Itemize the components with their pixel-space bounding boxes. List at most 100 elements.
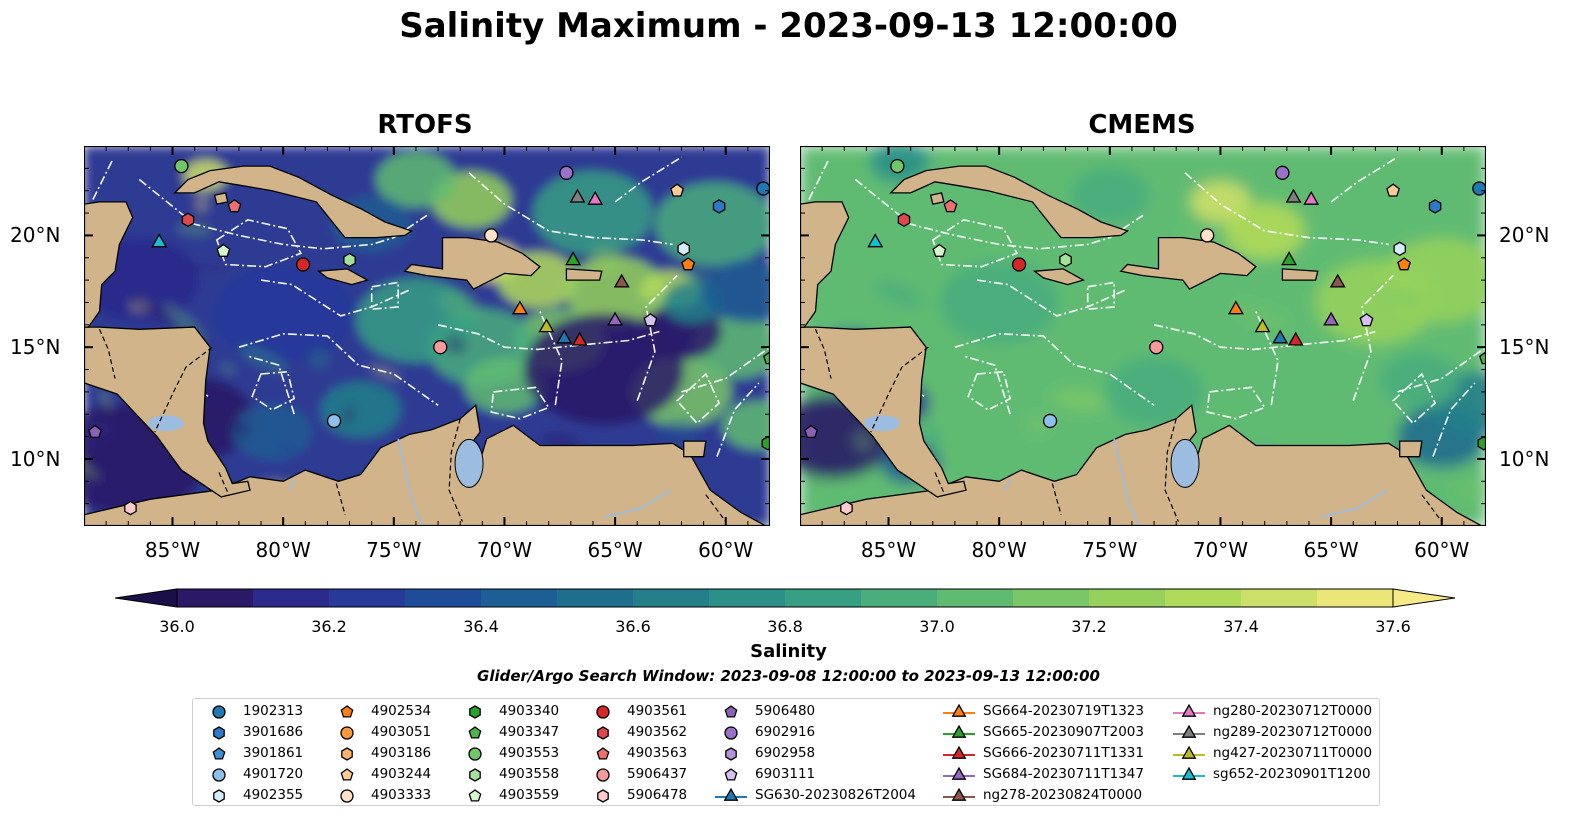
marker-4903333 [1200, 228, 1215, 243]
lat-tick-label-right: 20°N [1499, 223, 1550, 248]
rtofs-map [84, 146, 770, 526]
triangle-marker-icon [1173, 703, 1205, 717]
marker-4901720 [326, 413, 342, 429]
colorbar-segment [481, 589, 558, 607]
legend-label: SG630-20230826T2004 [755, 787, 916, 803]
land-trinidad [1399, 440, 1423, 458]
marker-4902355 [677, 241, 690, 257]
marker-4902355 [1393, 241, 1406, 257]
colorbar-segment [785, 589, 862, 607]
pentagon-marker-icon [468, 789, 482, 802]
circle-marker-icon [212, 705, 226, 719]
triangle-marker-icon [715, 787, 747, 801]
marker-5906437 [1149, 340, 1164, 355]
pentagon-marker-icon [596, 747, 610, 760]
lake-nicaragua [863, 415, 900, 432]
legend-label: 6903111 [755, 766, 816, 782]
colorbar-segment [1165, 589, 1242, 607]
lon-tick-label: 75°W [366, 538, 422, 562]
lat-tick-label-right: 10°N [1499, 446, 1550, 471]
land-jamaica [316, 268, 369, 286]
legend-label: 4903561 [627, 703, 688, 719]
marker-5906478 [124, 500, 137, 516]
marker-SG666-20230711T1331 [1287, 331, 1304, 346]
panel-title-rtofs: RTOFS [377, 110, 473, 140]
lon-tick-label: 70°W [1192, 538, 1249, 562]
marker-6902916 [559, 165, 574, 180]
lon-tick-label: 60°W [1414, 538, 1470, 562]
legend-label: 4902355 [243, 787, 304, 803]
marker-3901686 [1428, 199, 1442, 214]
colorbar-segment [557, 589, 634, 607]
hexagon-marker-icon [341, 747, 353, 761]
marker-5906480 [804, 424, 818, 439]
lake-maracaibo [454, 438, 484, 488]
colorbar-tick-label: 37.2 [1071, 617, 1107, 636]
colorbar-segment [405, 589, 482, 607]
triangle-marker-icon [943, 787, 975, 801]
pentagon-marker-icon [724, 705, 738, 718]
legend-label: 4903051 [371, 724, 432, 740]
land-central-america [84, 326, 251, 498]
hexagon-marker-icon [469, 705, 481, 719]
legend-label: 3901686 [243, 724, 304, 740]
marker-4903553 [174, 158, 189, 174]
marker-6903111 [1359, 313, 1374, 327]
circle-marker-icon [212, 768, 226, 782]
legend-label: ng289-20230712T0000 [1213, 724, 1373, 740]
legend-label: SG666-20230711T1331 [983, 745, 1144, 761]
legend-label: ng280-20230712T0000 [1213, 703, 1373, 719]
hexagon-marker-icon [213, 726, 225, 740]
legend-label: 4903559 [499, 787, 560, 803]
marker-ng289-20230712T0000 [569, 188, 586, 203]
legend-label: 4901720 [243, 766, 304, 782]
marker-ng278-20230824T0000 [1329, 273, 1346, 288]
figure-title: Salinity Maximum - 2023-09-13 12:00:00 [399, 6, 1178, 46]
marker-4903244 [1386, 183, 1400, 197]
colorbar-tick-label: 37.0 [919, 617, 955, 636]
triangle-marker-icon [943, 766, 975, 780]
legend-label: 6902916 [755, 724, 816, 740]
triangle-marker-icon [1173, 766, 1205, 780]
pentagon-marker-icon [724, 768, 738, 781]
marker-1902313 [1472, 181, 1486, 196]
lon-tick-label: 85°W [860, 538, 917, 562]
marker-4903561 [295, 257, 311, 272]
circle-marker-icon [724, 726, 738, 740]
pentagon-marker-icon [468, 726, 482, 739]
marker-4903559 [216, 243, 231, 257]
legend-label: 4903333 [371, 787, 432, 803]
colorbar-tick-label: 36.4 [463, 617, 499, 636]
legend-label: 4902534 [371, 703, 432, 719]
marker-3901686 [712, 199, 726, 214]
legend-label: 5906478 [627, 787, 688, 803]
marker-4903558 [1059, 252, 1072, 268]
lat-tick-label-left: 10°N [10, 446, 61, 471]
legend-label: 5906437 [627, 766, 688, 782]
marker-4903559 [932, 243, 947, 257]
legend-label: sg652-20230901T1200 [1213, 766, 1371, 782]
legend-label: 4903340 [499, 703, 560, 719]
legend-label: 1902313 [243, 703, 304, 719]
hexagon-marker-icon [597, 789, 609, 803]
marker-ng289-20230712T0000 [1285, 188, 1302, 203]
marker-sg652-20230901T1200 [867, 233, 884, 248]
marker-4903340 [761, 436, 770, 451]
land-south-america [800, 404, 1486, 526]
marker-SG664-20230719T1323 [1227, 300, 1244, 315]
colorbar-tick-label: 37.6 [1375, 617, 1411, 636]
lat-tick-label-right: 15°N [1499, 335, 1550, 360]
circle-marker-icon [596, 705, 610, 719]
marker-4903562 [897, 212, 911, 228]
panel-title-cmems: CMEMS [1088, 110, 1196, 140]
lat-tick-label-left: 15°N [10, 335, 61, 360]
lon-tick-label: 80°W [971, 538, 1027, 562]
pentagon-marker-icon [340, 705, 354, 718]
marker-SG665-20230907T2003 [565, 251, 582, 266]
pentagon-marker-icon [212, 747, 226, 760]
triangle-marker-icon [943, 724, 975, 738]
hexagon-marker-icon [597, 726, 609, 740]
colorbar-label: Salinity [750, 641, 827, 662]
land-hispaniola [1119, 236, 1257, 290]
colorbar-segment [937, 589, 1014, 607]
